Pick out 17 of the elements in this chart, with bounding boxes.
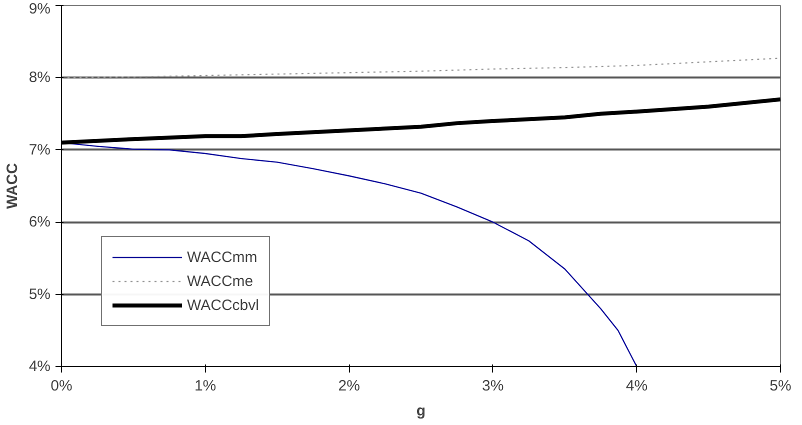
y-tick-label: 8% (28, 69, 51, 86)
x-tick-label: 3% (482, 378, 504, 394)
legend-label: WACCcbvl (187, 296, 259, 314)
y-tick-label: 5% (28, 286, 51, 303)
x-tick-label: 5% (770, 378, 792, 394)
y-tick-label: 4% (28, 358, 51, 375)
y-tick-label: 6% (28, 214, 51, 231)
x-tick-label: 0% (50, 378, 72, 394)
y-tick-label: 9% (28, 0, 51, 18)
x-tick-label: 1% (194, 378, 216, 394)
x-axis-title: g (416, 402, 426, 420)
y-tick-label: 7% (28, 141, 51, 158)
x-tick-label: 4% (626, 378, 648, 394)
legend-label: WACCmm (187, 248, 258, 266)
y-axis-title: WACC (4, 162, 21, 209)
legend-label: WACCme (187, 272, 254, 290)
x-tick-label: 2% (338, 378, 360, 394)
